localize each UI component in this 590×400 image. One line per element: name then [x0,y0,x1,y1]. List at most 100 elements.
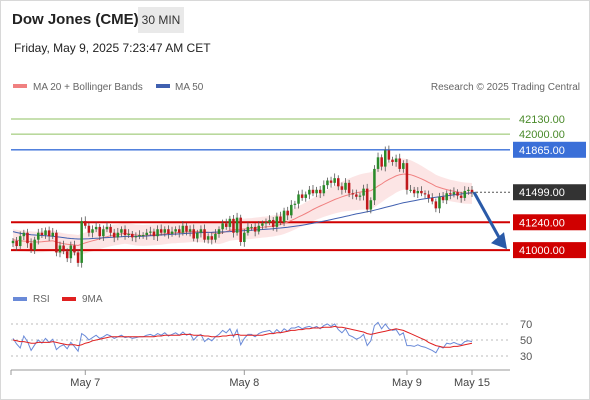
candle-body [22,232,26,237]
candle-body [253,226,257,232]
timestamp: Friday, May 9, 2025 7:23:47 AM CET [14,41,211,55]
ma20-line [12,173,473,247]
rsi-oscillator: 70 50 30 [11,319,532,363]
candle-body [120,229,123,233]
candle-body [376,157,380,169]
x-tick-label: May 8 [229,377,259,389]
candle-body [470,189,474,193]
candle-body [123,229,127,236]
level-label-support-4: 41000.00 [519,245,565,257]
chart-header: Dow Jones (CME) 30 MIN [1,1,589,37]
level-label-support-3: 41240.00 [519,217,565,229]
candle-body [449,193,452,195]
candle-body [206,236,210,240]
candle-body [369,200,373,210]
candle-body [463,190,467,198]
candle-body [149,231,152,233]
candle-body [412,189,416,194]
candle-body [275,216,279,227]
candle-body [217,229,221,234]
candle-body [239,217,242,242]
osc-level-label-30: 30 [520,351,532,363]
candle-body [402,163,405,169]
candle-body [243,232,246,242]
candle-body [91,229,94,233]
candle-body [167,229,170,234]
candle-body [26,232,29,244]
candle-body [80,221,83,263]
forecast [472,191,507,250]
candle-body [214,233,217,240]
candle-body [138,235,141,237]
x-axis: May 7 May 8 May 9 May 15 [10,370,490,389]
candle-body [94,226,98,230]
level-label-target-0: 42130.00 [519,114,565,126]
candle-body [387,150,391,160]
ma9-legend-label: 9MA [82,294,103,305]
candle-body [51,232,55,237]
x-tick-label: May 7 [70,377,100,389]
candle-body [228,218,232,227]
candle-body [311,189,315,194]
rsi-line [12,321,473,354]
candle-body [416,190,420,194]
candle-body [279,216,282,223]
candle-body [76,252,80,263]
interval-button[interactable]: 30 MIN [138,7,184,33]
candle-body [170,231,174,234]
candlesticks [11,145,474,268]
forecast-arrow-head [491,232,507,250]
candle-body [98,226,102,237]
candle-body [459,195,463,198]
candle-body [84,221,87,226]
candle-body [318,189,322,194]
candle-body [344,182,347,190]
x-tick-label: May 15 [454,377,490,389]
candle-body [394,158,398,162]
candle-body [199,229,203,233]
candle-body [246,226,250,233]
ma20-legend-label: MA 20 + Bollinger Bands [33,82,143,93]
candle-body [109,226,112,233]
candle-body [423,193,427,195]
level-tag-support-4 [513,242,586,259]
ma50-line [12,192,473,240]
candle-body [232,218,235,233]
candle-body [18,236,22,247]
moving-averages [12,173,473,247]
candle-body [185,225,188,232]
level-tag-support-3 [513,214,586,231]
candle-body [235,217,239,233]
candle-body [15,240,18,247]
candle-body [420,190,423,194]
candle-body [131,233,134,238]
candle-body [116,232,120,238]
candle-body [333,178,336,183]
candle-body [141,235,145,237]
candle-body [55,232,58,253]
candle-body [358,195,362,197]
ma50-legend-label: MA 50 [175,82,204,93]
price-tags: 42130.00 42000.00 41865.00 41240.00 41000.00… [472,114,586,259]
last-price-tag [513,184,586,201]
last-price-label: 41499.00 [519,187,565,199]
candle-body [391,159,394,162]
candle-body [409,189,412,191]
instrument-title: Dow Jones (CME) [12,11,139,28]
candle-body [261,223,264,226]
candle-body [188,229,192,232]
candle-body [383,150,387,167]
candle-body [351,193,354,195]
candle-body [196,232,199,239]
candle-body [271,219,275,227]
osc-level-label-70: 70 [520,319,532,331]
candle-body [380,157,383,167]
candle-body [102,229,105,237]
level-tag-resistance-2 [513,141,586,158]
candle-body [326,180,329,186]
candle-body [181,225,185,233]
ma9-legend-swatch [62,297,76,301]
candle-body [329,180,333,183]
candle-body [134,236,138,238]
x-tick-label: May 9 [392,377,422,389]
